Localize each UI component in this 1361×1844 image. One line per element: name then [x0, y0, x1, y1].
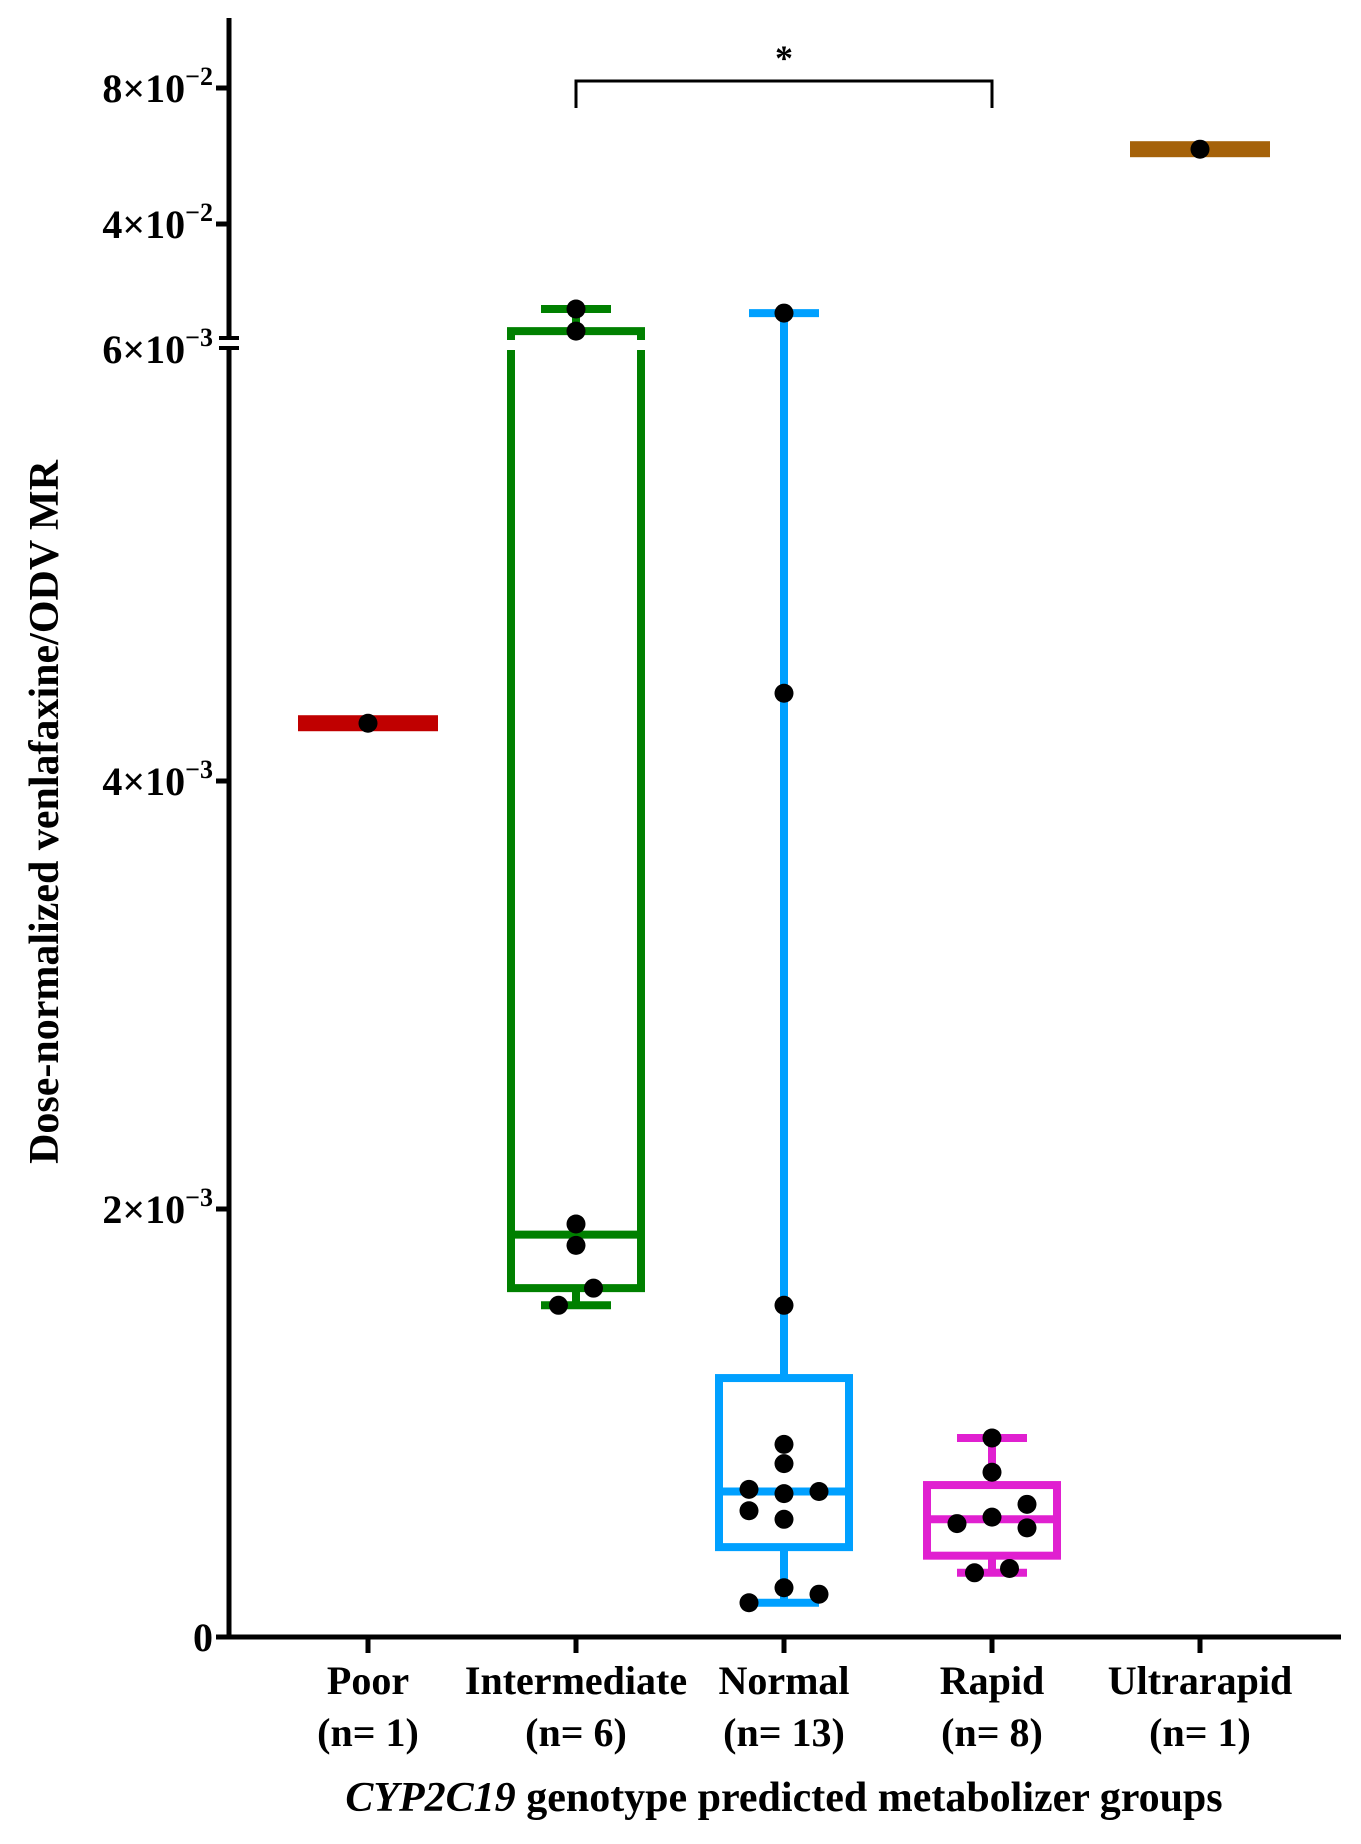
data-point — [549, 1295, 568, 1315]
box-bottom-segment — [507, 350, 645, 1293]
data-point — [774, 1484, 794, 1504]
data-point — [947, 1514, 967, 1534]
y-tick-label: 0 — [193, 1615, 213, 1660]
x-category-label: Rapid — [940, 1658, 1045, 1703]
y-tick-label: 2×10−3 — [102, 1183, 213, 1232]
data-point — [774, 1434, 794, 1454]
y-tick-label: 6×10−3 — [102, 323, 213, 372]
x-category-n-label: (n= 6) — [525, 1710, 627, 1755]
x-category-n-label: (n= 1) — [1149, 1710, 1251, 1755]
data-point — [809, 1584, 829, 1604]
data-point — [566, 1214, 586, 1234]
box-plot-series — [298, 141, 1270, 1607]
x-category-n-label: (n= 1) — [317, 1710, 419, 1755]
data-point — [774, 1509, 794, 1529]
box-rapid — [923, 1433, 1061, 1577]
box-normal — [715, 309, 853, 1607]
y-axis-title: Dose-normalized venlafaxine/ODV MR — [22, 459, 68, 1163]
y-tick-label: 8×10−2 — [102, 62, 213, 111]
data-point — [1190, 139, 1210, 159]
axes — [216, 18, 1341, 1640]
x-category-label: Ultrarapid — [1108, 1658, 1292, 1703]
data-point — [1017, 1494, 1037, 1514]
data-point — [774, 683, 794, 703]
data-point — [982, 1428, 1002, 1448]
x-category-label: Intermediate — [465, 1658, 687, 1703]
data-point — [739, 1593, 759, 1613]
data-point — [566, 321, 586, 341]
data-point — [1017, 1518, 1037, 1538]
x-category-n-label: (n= 13) — [723, 1710, 845, 1755]
x-category-label: Poor — [327, 1658, 409, 1703]
data-point — [965, 1563, 984, 1583]
x-axis-title-gene: CYP2C19 — [345, 1775, 515, 1821]
data-point — [566, 1235, 586, 1255]
x-axis-ticks: Poor (n= 1) Intermediate (n= 6) Normal (n= 13… — [317, 1637, 1292, 1755]
data-point — [358, 713, 378, 733]
x-category-label: Normal — [718, 1658, 849, 1703]
y-tick-label: 4×10−3 — [102, 755, 213, 804]
y-tick-label: 4×10−2 — [102, 198, 213, 247]
data-point — [739, 1501, 759, 1521]
data-point — [774, 1578, 794, 1598]
data-points — [358, 139, 1210, 1613]
data-point — [774, 1295, 794, 1315]
data-point — [584, 1278, 603, 1298]
data-point — [739, 1479, 759, 1499]
data-point — [774, 1454, 794, 1474]
box-intermediate — [507, 305, 645, 1310]
significance-annotation: * — [574, 38, 994, 108]
significance-bracket — [574, 79, 994, 108]
y-axis-ticks: 0 2×10−3 4×10−3 6×10−3 4×10−2 8×10−2 — [102, 62, 229, 1660]
box-iqr — [715, 1374, 853, 1552]
data-point — [566, 299, 586, 319]
x-axis-title: CYP2C19 genotype predicted metabolizer g… — [345, 1775, 1222, 1821]
data-point — [809, 1481, 829, 1501]
data-point — [774, 303, 794, 323]
x-axis-title-rest: genotype predicted metabolizer groups — [516, 1775, 1223, 1821]
data-point — [982, 1462, 1002, 1482]
data-point — [1000, 1559, 1019, 1579]
x-category-n-label: (n= 8) — [941, 1710, 1043, 1755]
data-point — [982, 1507, 1002, 1527]
significance-asterisk: * — [775, 38, 793, 78]
